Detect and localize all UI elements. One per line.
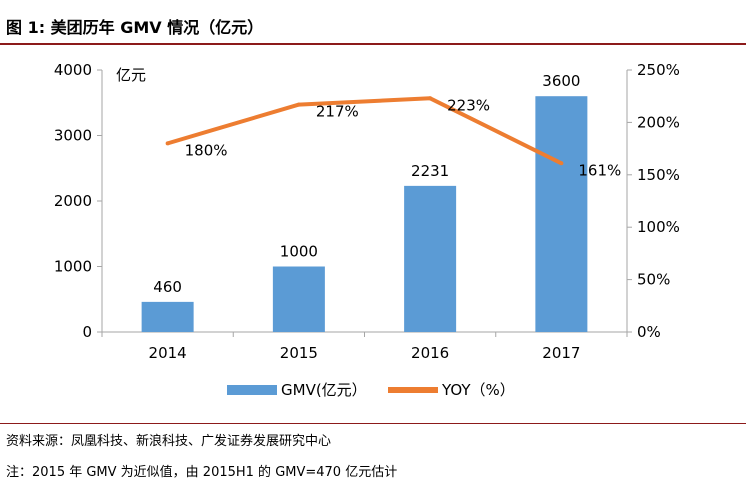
legend: GMV(亿元） YOY（%） xyxy=(227,381,515,399)
bar-value-label: 2231 xyxy=(411,162,449,180)
yoy-value-label: 161% xyxy=(578,161,621,179)
x-tick-label: 2016 xyxy=(411,344,449,362)
bar-gmv xyxy=(272,266,325,332)
left-tick-label: 4000 xyxy=(54,61,92,79)
bar-gmv xyxy=(404,185,457,332)
right-tick-label: 0% xyxy=(637,323,661,341)
yoy-point xyxy=(165,141,170,146)
right-tick-label: 100% xyxy=(637,218,680,236)
source-note: 资料来源：凤凰科技、新浪科技、广发证券发展研究中心 xyxy=(6,434,332,449)
right-tick-label: 200% xyxy=(637,113,680,131)
left-tick-label: 2000 xyxy=(54,192,92,210)
x-axis: 2014 2015 2016 2017 xyxy=(101,331,628,362)
legend-swatch-gmv xyxy=(227,385,277,395)
legend-label-gmv: GMV(亿元） xyxy=(281,381,367,399)
yoy-value-label: 217% xyxy=(316,103,359,121)
figure-title: 图 1: 美团历年 GMV 情况（亿元） xyxy=(6,18,264,37)
right-tick-label: 250% xyxy=(637,61,680,79)
left-axis: 0 1000 2000 3000 4000 xyxy=(54,61,103,341)
footer-rule xyxy=(0,423,746,424)
title-rule xyxy=(0,43,746,45)
y-axis-label: 亿元 xyxy=(116,66,146,84)
legend-swatch-yoy xyxy=(388,387,438,393)
yoy-line: 180% 217% 223% 161% xyxy=(165,96,621,179)
yoy-series-line xyxy=(167,96,563,166)
yoy-point xyxy=(296,102,301,107)
legend-label-yoy: YOY（%） xyxy=(441,381,515,399)
left-tick-label: 3000 xyxy=(54,127,92,145)
bar-gmv xyxy=(141,301,194,332)
right-tick-label: 50% xyxy=(637,271,670,289)
bar-gmv xyxy=(535,96,588,332)
yoy-value-label: 223% xyxy=(447,96,490,114)
bar-value-label: 3600 xyxy=(542,72,580,90)
bar-value-label: 1000 xyxy=(280,243,318,261)
right-axis: 0% 50% 100% 150% 200% 250% xyxy=(626,61,680,341)
x-tick-label: 2017 xyxy=(542,344,580,362)
yoy-point xyxy=(428,96,433,101)
yoy-point xyxy=(559,161,564,166)
x-tick-label: 2015 xyxy=(280,344,318,362)
left-tick-label: 1000 xyxy=(54,258,92,276)
right-tick-label: 150% xyxy=(637,166,680,184)
left-tick-label: 0 xyxy=(82,323,92,341)
yoy-value-label: 180% xyxy=(185,141,228,159)
bars: 460 1000 2231 3600 xyxy=(141,72,588,332)
x-tick-label: 2014 xyxy=(149,344,187,362)
bar-value-label: 460 xyxy=(153,278,182,296)
footnote: 注：2015 年 GMV 为近似值，由 2015H1 的 GMV=470 亿元估… xyxy=(6,465,398,480)
